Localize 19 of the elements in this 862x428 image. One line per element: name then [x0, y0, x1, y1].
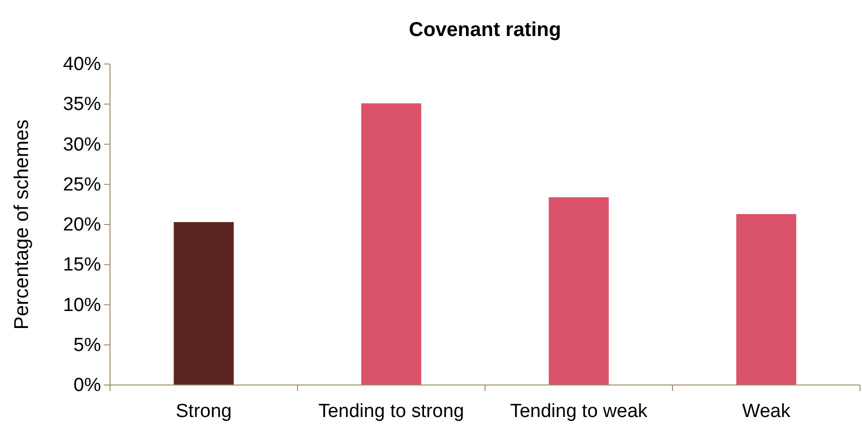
y-tick-label: 40%	[62, 54, 102, 76]
y-tick-label: 15%	[62, 254, 102, 276]
y-axis-title: Percentage of schemes	[11, 119, 33, 330]
x-tick-label: Tending to strong	[318, 401, 464, 422]
bar	[174, 222, 234, 385]
y-tick-label: 5%	[74, 334, 102, 356]
y-tick-label: 10%	[62, 294, 102, 316]
y-tick-label: 0%	[74, 375, 102, 396]
x-tick-label: Strong	[176, 401, 232, 422]
bar	[361, 103, 422, 385]
x-tick-label: Tending to weak	[510, 401, 648, 422]
y-tick-label: 25%	[62, 174, 102, 196]
bar	[736, 214, 796, 385]
y-tick-label: 30%	[62, 134, 102, 156]
y-tick-label: 35%	[62, 94, 102, 116]
bar	[548, 197, 609, 385]
chart-title: Covenant rating	[408, 19, 562, 41]
y-tick-label: 20%	[62, 214, 102, 236]
x-tick-label: Weak	[742, 401, 791, 422]
